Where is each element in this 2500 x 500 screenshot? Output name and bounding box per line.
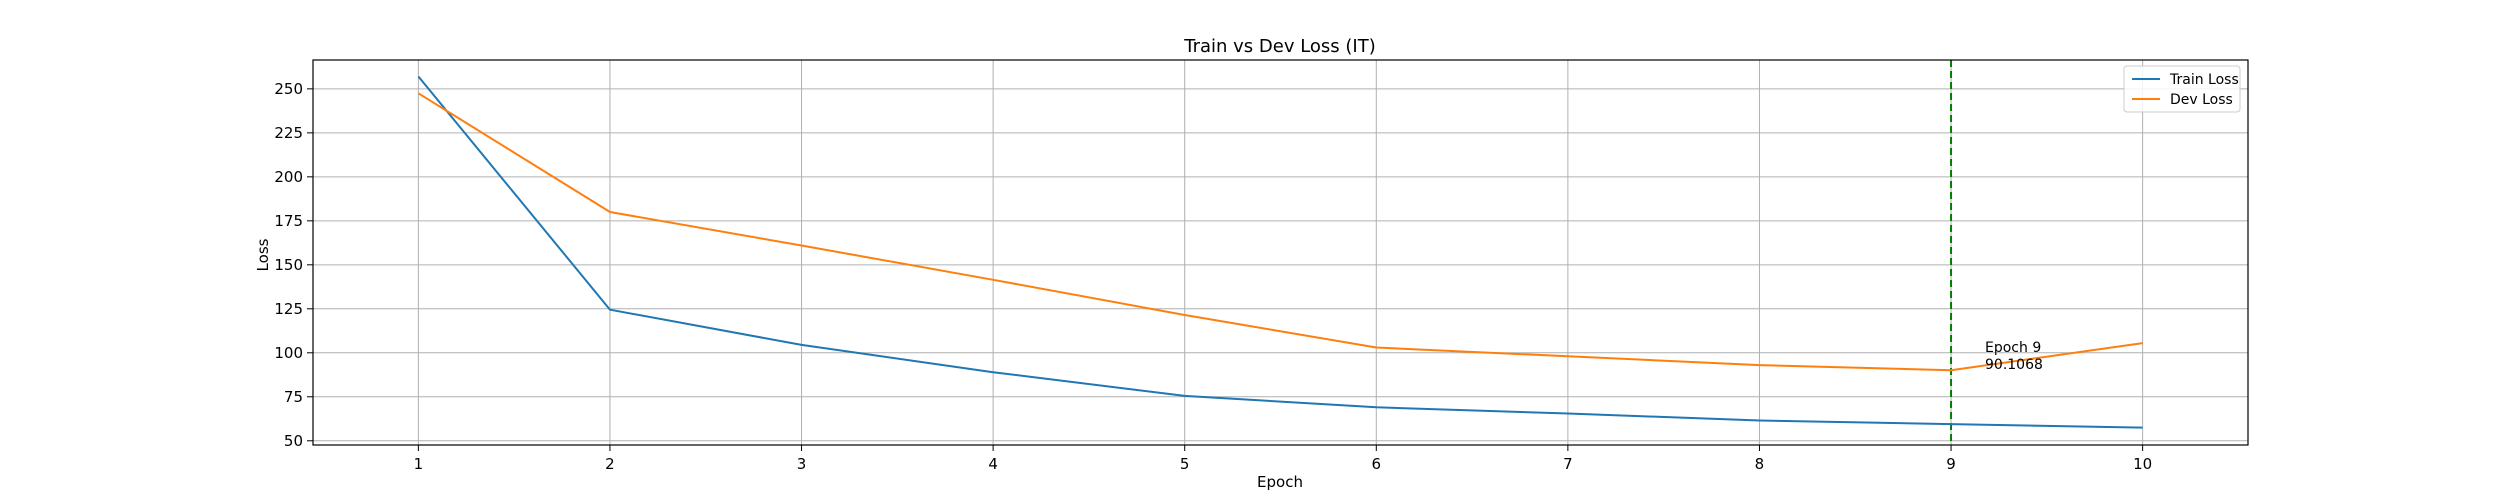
- annotation-line-1: Epoch 9: [1985, 340, 2041, 356]
- legend-label-dev-loss: Dev Loss: [2170, 92, 2233, 108]
- x-tick-label: 5: [1180, 455, 1190, 473]
- annotation: Epoch 9 90.1068: [1985, 340, 2043, 373]
- series-line-dev-loss: [417, 92, 2143, 372]
- y-tick-layer: 50 75 100 125 150 175 200 225 250: [274, 80, 313, 450]
- x-tick-label: 8: [1755, 455, 1765, 473]
- x-tick-label: 1: [414, 455, 424, 473]
- x-tick-label: 3: [797, 455, 807, 473]
- chart-title: Train vs Dev Loss (IT): [1183, 36, 1376, 57]
- x-tick-label: 2: [605, 455, 615, 473]
- series-line-train-loss: [417, 75, 2143, 429]
- y-tick-label: 175: [274, 212, 303, 230]
- x-tick-label: 9: [1946, 455, 1956, 473]
- x-axis-label: Epoch: [1257, 473, 1303, 491]
- y-tick-label: 225: [274, 124, 303, 142]
- y-axis-label: Loss: [254, 238, 272, 271]
- y-tick-label: 100: [274, 344, 303, 362]
- legend: Train Loss Dev Loss: [2123, 65, 2241, 113]
- legend-label-train-loss: Train Loss: [2169, 72, 2239, 88]
- y-tick-label: 250: [274, 80, 303, 98]
- series-layer: [417, 75, 2143, 429]
- x-tick-layer: 1 2 3 4 5 6 7 8 9 10: [414, 445, 2152, 473]
- x-tick-label: 10: [2133, 455, 2152, 473]
- grid-layer: [313, 60, 2248, 445]
- annotation-line-2: 90.1068: [1985, 357, 2043, 373]
- y-tick-label: 50: [284, 432, 303, 450]
- y-tick-label: 125: [274, 300, 303, 318]
- legend-box: [2123, 65, 2241, 113]
- y-tick-label: 200: [274, 168, 303, 186]
- y-tick-label: 75: [284, 388, 303, 406]
- x-tick-label: 6: [1372, 455, 1382, 473]
- x-tick-label: 4: [988, 455, 998, 473]
- x-tick-label: 7: [1563, 455, 1573, 473]
- y-tick-label: 150: [274, 256, 303, 274]
- plot-frame: [312, 59, 2249, 446]
